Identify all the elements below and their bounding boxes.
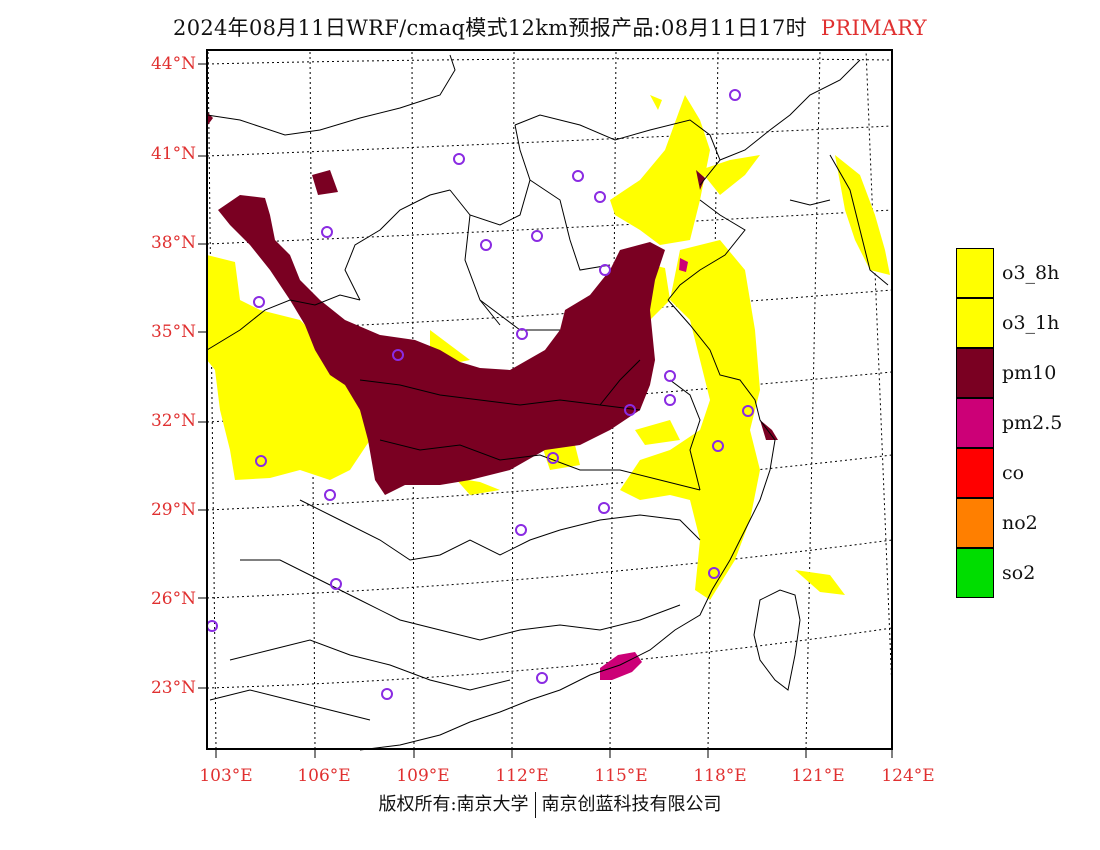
lat-label-23: 23°N <box>150 678 196 698</box>
legend-label: no2 <box>1002 512 1038 534</box>
legend-label: pm10 <box>1002 362 1057 384</box>
lon-label-103: 103°E <box>199 766 253 786</box>
lon-label-124: 124°E <box>881 766 935 786</box>
legend-swatch <box>956 298 994 348</box>
title-tag: PRIMARY <box>820 16 927 40</box>
lon-label-115: 115°E <box>594 766 648 786</box>
lon-label-106: 106°E <box>297 766 351 786</box>
legend-label: pm2.5 <box>1002 412 1063 434</box>
footer-separator <box>534 792 536 818</box>
boundaries <box>206 54 889 751</box>
lat-label-41: 41°N <box>150 144 196 164</box>
legend-swatch <box>956 548 994 598</box>
pm10-regions <box>207 112 778 495</box>
lon-label-118: 118°E <box>693 766 747 786</box>
legend-label: o3_1h <box>1002 312 1060 334</box>
legend-swatch <box>956 348 994 398</box>
lat-label-35: 35°N <box>150 322 196 342</box>
map-title: 2024年08月11日WRF/cmaq模式12km预报产品:08月11日17时 P… <box>0 12 1100 42</box>
legend-label: so2 <box>1002 562 1036 584</box>
lat-label-26: 26°N <box>150 589 196 609</box>
legend-swatch <box>956 448 994 498</box>
legend-swatch <box>956 398 994 448</box>
legend-swatch <box>956 248 994 298</box>
copyright-right: 南京创蓝科技有限公司 <box>541 794 722 815</box>
lat-label-44: 44°N <box>150 54 196 74</box>
lat-label-29: 29°N <box>150 500 196 520</box>
axis-ticks <box>198 63 893 758</box>
title-main: 2024年08月11日WRF/cmaq模式12km预报产品:08月11日17时 <box>173 16 807 40</box>
lat-label-38: 38°N <box>150 233 196 253</box>
legend-swatch <box>956 498 994 548</box>
lon-label-121: 121°E <box>791 766 845 786</box>
lon-label-112: 112°E <box>495 766 549 786</box>
monitoring-stations[interactable] <box>206 89 754 700</box>
lat-label-32: 32°N <box>150 411 196 431</box>
graticule <box>206 49 893 750</box>
lon-label-109: 109°E <box>396 766 450 786</box>
legend-label: o3_8h <box>1002 262 1060 284</box>
map-frame <box>206 49 893 750</box>
legend-label: co <box>1002 462 1025 484</box>
copyright-footer: 版权所有:南京大学 南京创蓝科技有限公司 <box>0 790 1100 818</box>
copyright-left: 版权所有:南京大学 <box>378 794 529 815</box>
